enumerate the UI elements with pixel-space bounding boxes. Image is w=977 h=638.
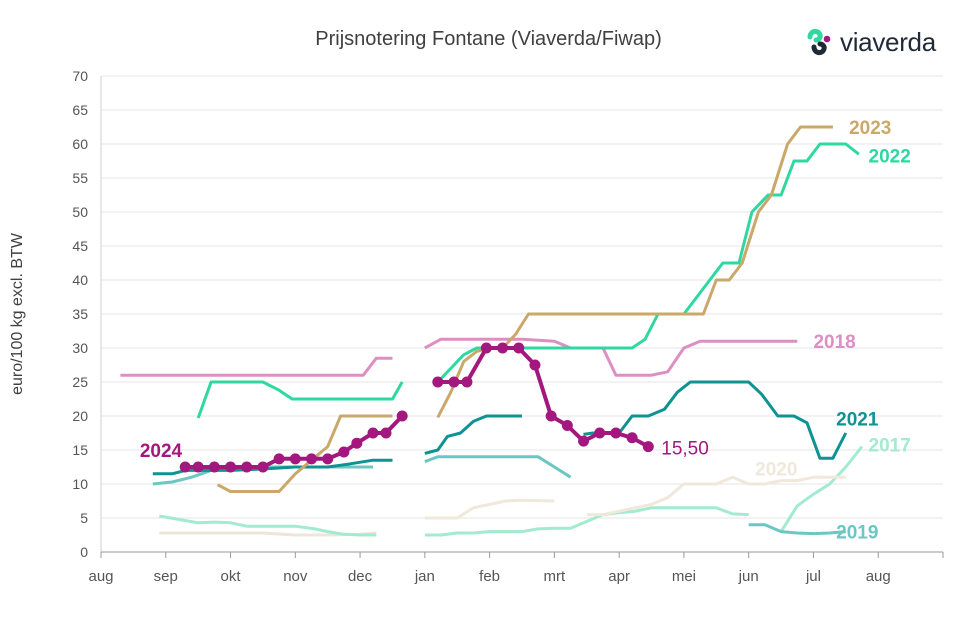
series-point-2024 <box>322 453 334 465</box>
x-tick-label: sep <box>154 568 178 585</box>
x-tick-label: apr <box>608 568 630 585</box>
series-point-2024 <box>289 453 301 465</box>
series-point-2024 <box>380 427 392 439</box>
series-point-2024 <box>561 420 573 432</box>
series-point-2024 <box>529 359 541 371</box>
series-point-2024 <box>351 437 363 449</box>
y-tick-label: 25 <box>72 374 88 390</box>
series-line-2022 <box>196 380 404 419</box>
series-point-2024 <box>448 376 460 388</box>
chart-title: Prijsnotering Fontane (Viaverda/Fiwap) <box>315 28 662 50</box>
series-point-2024 <box>225 461 237 473</box>
y-tick-label: 5 <box>80 510 88 526</box>
series-point-2024 <box>626 432 638 444</box>
viaverda-logo-icon <box>807 28 831 56</box>
series-line-2017 <box>779 445 864 533</box>
x-tick-label: nov <box>283 568 308 585</box>
series-line-2020 <box>586 475 846 517</box>
x-tick-label: mrt <box>544 568 566 585</box>
x-tick-label: jun <box>738 568 759 585</box>
series-point-2024 <box>610 427 622 439</box>
x-tick-label: okt <box>221 568 242 585</box>
series-line-2018 <box>120 356 393 377</box>
y-tick-label: 60 <box>72 136 88 152</box>
series-line-2021 <box>583 380 848 460</box>
y-tick-label: 50 <box>72 204 88 220</box>
series-line-2019 <box>424 455 572 479</box>
series-line-2019 <box>748 523 846 536</box>
series-point-2024 <box>480 342 492 354</box>
y-tick-label: 30 <box>72 340 88 356</box>
y-tick-label: 35 <box>72 306 88 322</box>
series-point-2024 <box>513 342 525 354</box>
series-point-2024 <box>367 427 379 439</box>
series-label: 2021 <box>836 410 879 431</box>
y-tick-label: 0 <box>80 544 88 560</box>
y-tick-label: 15 <box>72 442 88 458</box>
series-point-2024 <box>241 461 253 473</box>
series-point-2024 <box>461 376 473 388</box>
y-tick-label: 20 <box>72 408 88 424</box>
series-label: 2017 <box>869 436 911 457</box>
x-tick-label: aug <box>88 568 113 585</box>
x-tick-label: jan <box>414 568 435 585</box>
series-line-2017 <box>159 514 377 537</box>
y-tick-label: 65 <box>72 102 88 118</box>
series-label: 2019 <box>836 523 878 544</box>
x-tick-label: mei <box>672 568 696 585</box>
x-tick-label: dec <box>348 568 373 585</box>
series-point-2024 <box>432 376 444 388</box>
series-line-2020 <box>424 498 555 520</box>
series-line-2018 <box>424 337 798 377</box>
series-label: 2020 <box>755 459 797 480</box>
series-point-2024 <box>306 453 317 465</box>
y-tick-label: 45 <box>72 238 88 254</box>
series-line-2023 <box>216 414 393 493</box>
y-axis-title: euro/100 kg excl. BTW <box>9 232 26 395</box>
series-point-2024 <box>192 461 204 473</box>
series-label: 2023 <box>849 118 891 139</box>
y-tick-label: 70 <box>72 68 88 84</box>
x-tick-label: aug <box>866 568 891 585</box>
series-point-2024 <box>273 453 285 465</box>
series-point-2024 <box>208 461 220 473</box>
x-tick-label: feb <box>479 568 500 585</box>
y-tick-label: 40 <box>72 272 88 288</box>
series-line-2017 <box>424 506 749 537</box>
series-point-2024 <box>497 342 509 354</box>
series-label: 2018 <box>813 332 855 353</box>
series-point-2024 <box>642 441 654 453</box>
viaverda-logo-text: viaverda <box>840 26 936 57</box>
series-point-2024 <box>594 427 606 439</box>
series-point-2024 <box>545 410 557 422</box>
y-tick-label: 10 <box>72 476 88 492</box>
series-label: 2022 <box>869 147 911 168</box>
x-tick-label: jul <box>805 568 821 585</box>
series-point-2024 <box>396 410 408 422</box>
series-label: 2024 <box>140 441 183 462</box>
y-tick-label: 55 <box>72 170 88 186</box>
viaverda-logo: viaverda <box>804 22 936 62</box>
series-point-2024 <box>338 446 350 458</box>
series-point-2024 <box>179 461 191 473</box>
series-point-2024 <box>578 435 590 447</box>
series-label: 15,50 <box>661 438 709 459</box>
series-point-2024 <box>257 461 269 473</box>
series-line-2021 <box>424 414 522 455</box>
